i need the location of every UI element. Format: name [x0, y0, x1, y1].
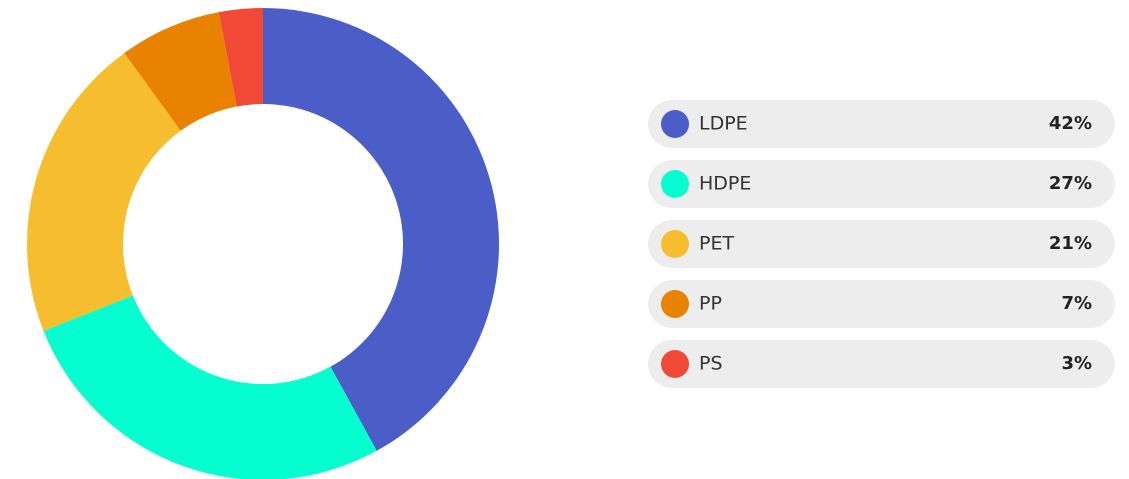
legend-value: 27% — [1049, 173, 1092, 194]
legend-label: PET — [699, 233, 734, 255]
legend-pill — [648, 280, 1115, 328]
slice — [218, 8, 263, 107]
legend-pill — [648, 160, 1115, 208]
legend-label: LDPE — [699, 113, 748, 135]
legend-value: 42% — [1049, 113, 1092, 134]
slice — [26, 53, 181, 331]
slice — [263, 8, 500, 451]
legend-label: HDPE — [699, 173, 751, 195]
legend-pill — [648, 340, 1115, 388]
legend-value: 7% — [1061, 293, 1092, 314]
legend-label: PS — [699, 353, 723, 375]
legend-swatch — [661, 110, 689, 138]
legend-pill — [648, 220, 1115, 268]
legend-value: 21% — [1049, 233, 1092, 254]
legend-swatch — [661, 230, 689, 258]
legend-pill — [648, 100, 1115, 148]
legend-swatch — [661, 170, 689, 198]
legend-label: PP — [699, 293, 722, 315]
slice — [124, 12, 237, 131]
slice — [43, 295, 377, 479]
legend-swatch — [661, 290, 689, 318]
legend-value: 3% — [1061, 353, 1092, 374]
legend-swatch — [661, 350, 689, 378]
